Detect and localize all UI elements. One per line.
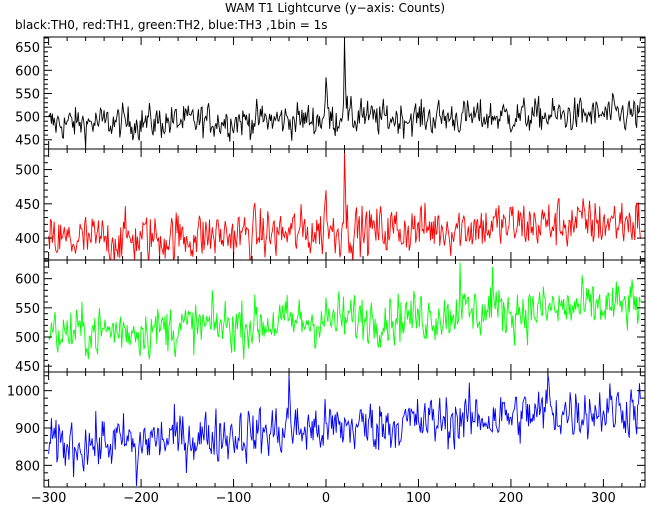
x-tick-label: 0: [322, 491, 330, 505]
y-tick-label: 500: [15, 111, 40, 126]
y-tick-label: 500: [15, 331, 40, 346]
y-tick-label: 1000: [7, 385, 40, 400]
series-line-th1: [48, 152, 641, 260]
y-tick-label: 600: [15, 273, 40, 288]
panels-layer: 450 500 550 600 650 400 450 500 450 500 550 600 800 9…: [7, 36, 646, 488]
x-tick-label: 100: [406, 491, 431, 505]
series-line-th2: [48, 262, 641, 360]
y-tick-label: 450: [15, 360, 40, 375]
chart-title: WAM T1 Lightcurve (y−axis: Counts): [225, 1, 445, 15]
panel-th1: 400 450 500: [15, 148, 646, 261]
panel-th0: 450 500 550 600 650: [15, 36, 646, 150]
x-tick-label: 200: [499, 491, 524, 505]
series-line-th0: [48, 37, 641, 147]
x-tick-label: −100: [216, 491, 252, 505]
y-tick-label: 450: [15, 198, 40, 213]
y-tick-label: 550: [15, 302, 40, 317]
y-tick-label: 600: [15, 64, 40, 79]
y-tick-label: 550: [15, 87, 40, 102]
series-line-th3: [48, 373, 641, 486]
y-tick-label: 900: [15, 422, 40, 437]
panel-th2: 450 500 550 600: [15, 259, 646, 375]
y-tick-label: 400: [15, 232, 40, 247]
chart-subtitle-legend: black:TH0, red:TH1, green:TH2, blue:TH3 …: [15, 18, 328, 32]
y-tick-label: 800: [15, 459, 40, 474]
y-tick-label: 650: [15, 41, 40, 56]
y-tick-label: 500: [15, 164, 40, 179]
x-tick-label: −300: [31, 491, 67, 505]
y-tick-label: 450: [15, 134, 40, 149]
x-tick-label: 300: [591, 491, 616, 505]
x-axis: −300 −200 −100 0 100 200 300: [31, 491, 616, 506]
panel-th3: 800 900 1000: [7, 371, 646, 488]
x-tick-label: −200: [123, 491, 159, 505]
